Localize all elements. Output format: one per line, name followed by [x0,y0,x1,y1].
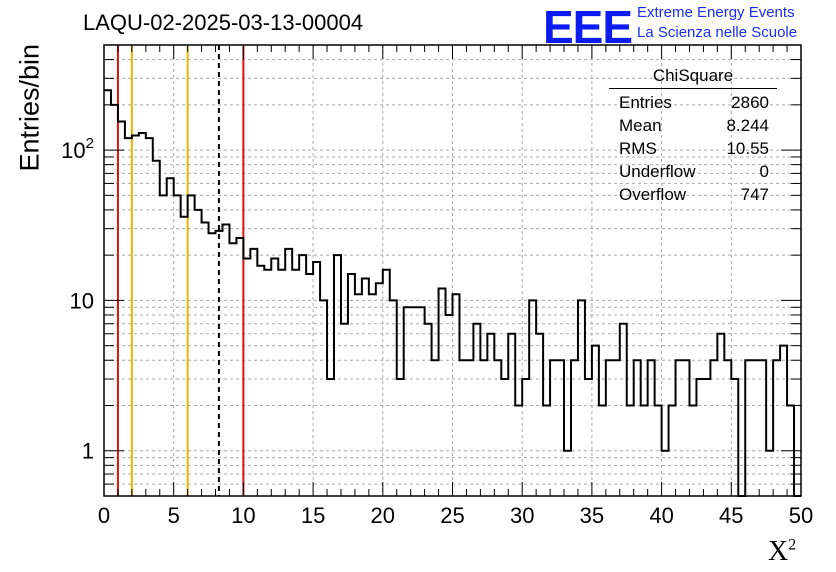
x-tick-label: 40 [649,503,673,528]
x-tick-label: 30 [510,503,534,528]
stats-row: Overflow 747 [619,185,769,204]
x-tick-label: 0 [98,503,110,528]
y-tick-label: 10 [70,288,94,313]
stats-box: ChiSquare Entries 2860 Mean 8.244 RMS 10.55… [609,66,777,206]
stats-row: RMS 10.55 [619,139,769,158]
x-tick-label: 20 [371,503,395,528]
x-tick-label: 35 [580,503,604,528]
y-axis-label: Entries/bin [14,43,45,172]
histogram-series [104,89,801,497]
eee-logo: EEE [543,1,633,53]
x-tick-label: 50 [789,503,813,528]
logo-subtitle-1: Extreme Energy Events [637,4,795,21]
axis-ticks [103,44,802,497]
stats-row: Entries 2860 [619,93,769,112]
axis-tick-labels: 0 5 10 15 20 25 30 35 40 45 50 1 10 102 [61,135,813,528]
x-tick-label: 5 [168,503,180,528]
x-tick-label: 15 [301,503,325,528]
grid-lines [103,44,802,497]
x-axis-label: X2 [768,536,797,567]
logo-subtitle-2: La Scienza nelle Scuole [637,24,798,41]
y-tick-label: 102 [61,135,94,163]
x-tick-label: 45 [719,503,743,528]
stats-row: Underflow 0 [619,162,769,181]
stats-row: Mean 8.244 [619,116,769,135]
chart-title: LAQU-02-2025-03-13-00004 [83,10,364,35]
x-tick-label: 25 [440,503,464,528]
y-tick-label: 1 [82,439,94,464]
stats-name: ChiSquare [609,66,777,89]
reference-lines [116,45,245,496]
x-tick-label: 10 [231,503,255,528]
